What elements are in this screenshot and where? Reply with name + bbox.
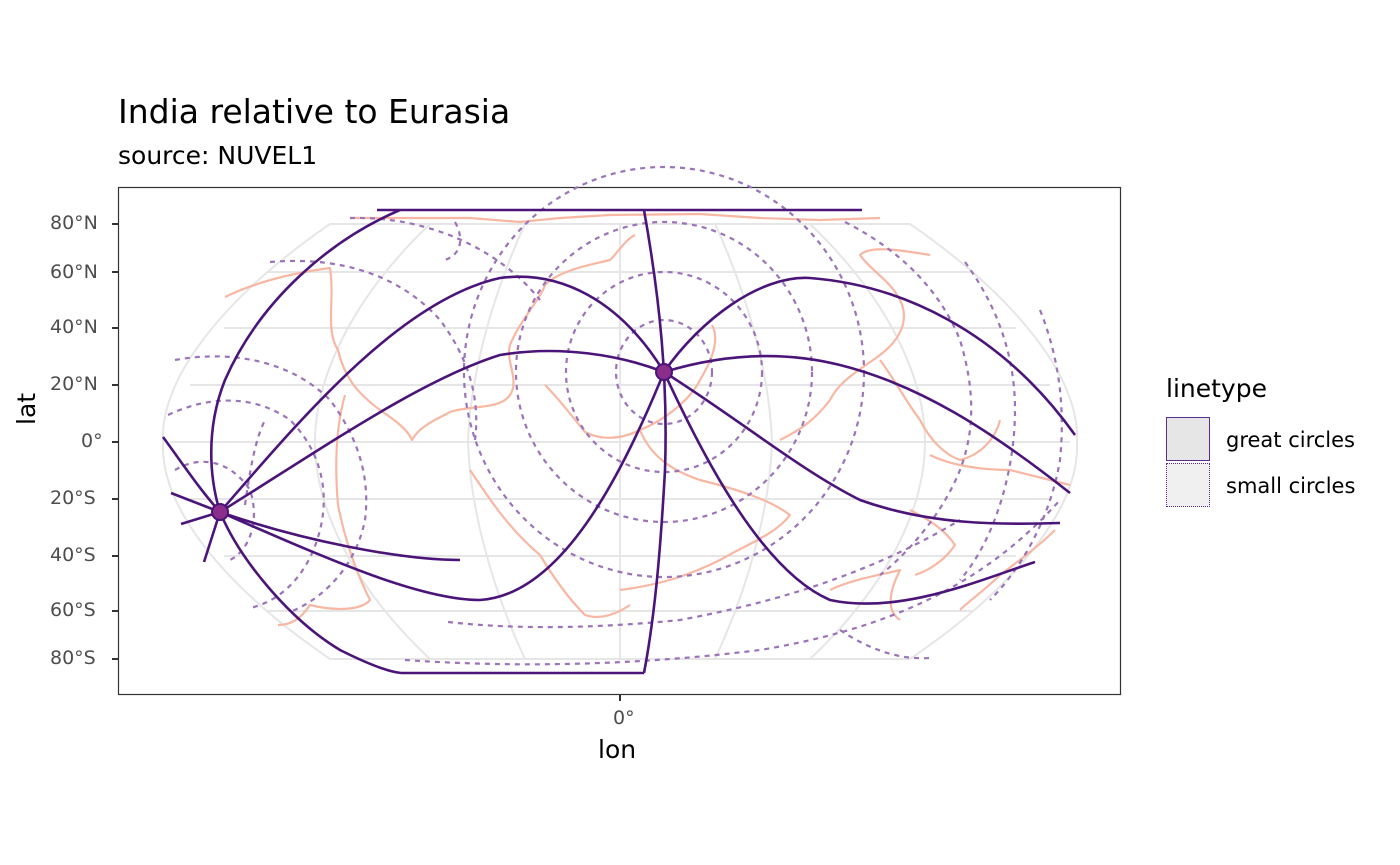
legend-title: linetype bbox=[1166, 374, 1267, 403]
x-axis-label: lon bbox=[598, 735, 637, 764]
legend-label-small-circles: small circles bbox=[1226, 474, 1356, 498]
x-tick-0: 0° bbox=[613, 707, 635, 729]
y-tick-20n: 20°N bbox=[50, 373, 98, 395]
y-tick-80n: 80°N bbox=[50, 212, 98, 234]
y-tick-marks bbox=[112, 223, 621, 701]
y-tick-40s: 40°S bbox=[50, 544, 96, 566]
legend-label-great-circles: great circles bbox=[1226, 428, 1355, 452]
y-tick-20s: 20°S bbox=[50, 487, 96, 509]
map-title: India relative to Eurasia bbox=[118, 92, 511, 131]
y-tick-60s: 60°S bbox=[50, 599, 96, 621]
y-tick-60n: 60°N bbox=[50, 261, 98, 283]
y-tick-80s: 80°S bbox=[50, 647, 96, 669]
y-tick-40n: 40°N bbox=[50, 316, 98, 338]
great-circles bbox=[161, 208, 1077, 675]
map-subtitle: source: NUVEL1 bbox=[118, 141, 318, 170]
y-tick-0: 0° bbox=[81, 430, 103, 452]
legend-key-great-circles bbox=[1166, 417, 1210, 461]
antipole-marker bbox=[211, 503, 229, 521]
euler-pole-marker bbox=[655, 363, 673, 381]
pole-markers bbox=[211, 363, 673, 521]
legend-key-small-circles bbox=[1166, 463, 1210, 507]
